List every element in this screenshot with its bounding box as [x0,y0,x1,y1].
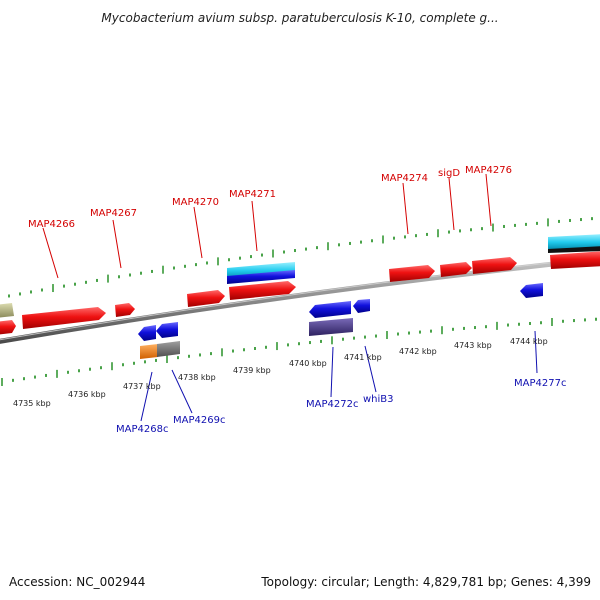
kbp-label: 4741 kbp [344,353,382,362]
label-whiB3[interactable]: whiB3 [363,394,394,405]
kbp-label: 4735 kbp [13,399,51,408]
feature-purple[interactable] [309,318,353,336]
kbp-label: 4736 kbp [68,390,106,399]
kbp-label: 4744 kbp [510,337,548,346]
label-MAP4267[interactable]: MAP4267 [90,208,137,219]
gene-MAP4267[interactable] [115,303,135,317]
forward-gene-labels: MAP4266 MAP4267 MAP4270 MAP4271 MAP4274 … [28,165,512,279]
map-title: Mycobacterium avium subsp. paratuberculo… [101,11,498,25]
forward-genes [0,251,600,335]
gene-MAP4274[interactable] [389,265,435,282]
kbp-label: 4743 kbp [454,341,492,350]
feature-orange[interactable] [140,344,158,359]
gene-MAP4271[interactable] [229,281,296,300]
label-MAP4272c[interactable]: MAP4272c [306,399,358,410]
kbp-label: 4738 kbp [178,373,216,382]
topology-text: Topology: circular; Length: 4,829,781 bp… [260,575,591,589]
label-MAP4268c[interactable]: MAP4268c [116,424,168,435]
gene-sigD[interactable] [440,262,472,277]
label-MAP4277c[interactable]: MAP4277c [514,378,566,389]
feature-cyan-right[interactable] [548,234,600,250]
gene-MAP4268c[interactable] [138,325,156,341]
gene-whiB3[interactable] [353,299,370,313]
gene-MAP4277c[interactable] [520,283,543,298]
reverse-genes [138,283,543,341]
feature-gray[interactable] [157,341,180,357]
accession-text: Accession: NC_002944 [9,575,145,589]
gene-MAP4266[interactable] [22,307,106,329]
kbp-label: 4737 kbp [123,382,161,391]
gene-MAP4270[interactable] [187,290,225,307]
genome-backbone [0,256,600,344]
label-MAP4276[interactable]: MAP4276 [465,165,512,176]
inner-tick-row [1,317,597,386]
feature-blue-under-cyan[interactable] [227,270,295,284]
label-MAP4270[interactable]: MAP4270 [172,197,219,208]
label-sigD[interactable]: sigD [438,168,460,179]
outer-tick-row [8,217,593,298]
reverse-gene-labels: MAP4268c MAP4269c MAP4272c whiB3 MAP4277… [116,330,566,435]
label-MAP4274[interactable]: MAP4274 [381,173,428,184]
label-MAP4271[interactable]: MAP4271 [229,189,276,200]
scale-labels: 4735 kbp 4736 kbp 4737 kbp 4738 kbp 4739… [13,337,548,408]
feature-khaki-left[interactable] [0,303,14,318]
kbp-label: 4740 kbp [289,359,327,368]
kbp-label: 4739 kbp [233,366,271,375]
label-MAP4269c[interactable]: MAP4269c [173,415,225,426]
gene-MAP4269c[interactable] [156,322,178,338]
label-MAP4266[interactable]: MAP4266 [28,219,75,230]
gene-MAP4272c[interactable] [309,301,351,318]
gene-MAP4276[interactable] [472,257,517,274]
gene-fwd-partial-left[interactable] [0,320,16,335]
gene-fwd-partial-right[interactable] [550,251,600,269]
kbp-label: 4742 kbp [399,347,437,356]
